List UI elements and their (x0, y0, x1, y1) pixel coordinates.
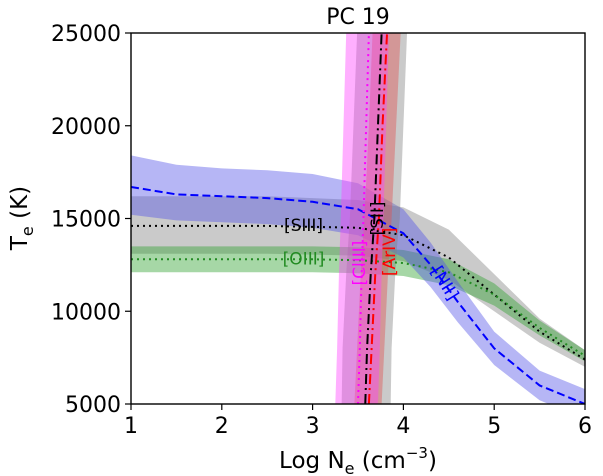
series-lines (131, 33, 585, 404)
y-tick-label: 10000 (51, 300, 121, 325)
line-nii (131, 185, 585, 404)
band-oiii (131, 246, 585, 362)
x-tick-label: 1 (124, 414, 138, 439)
x-tick-label: 6 (578, 414, 592, 439)
x-axis-ticks: 1 2 3 4 5 6 (124, 404, 592, 439)
label-ariv: [ArIV] (380, 228, 400, 277)
band-nii (131, 155, 585, 404)
label-sii: [SII] (368, 201, 388, 235)
line-cliii (357, 33, 370, 404)
x-tick-label: 5 (487, 414, 501, 439)
x-tick-label: 3 (306, 414, 320, 439)
y-tick-label: 5000 (65, 393, 121, 418)
y-axis-ticks: 5000 10000 15000 20000 25000 (51, 22, 131, 418)
label-siii: [SIII] (284, 216, 323, 236)
label-cliii: [ClIII] (350, 241, 370, 286)
y-tick-label: 20000 (51, 115, 121, 140)
y-axis-label: Te (K) (7, 186, 37, 251)
line-ariv (367, 33, 389, 404)
chart-title: PC 19 (326, 5, 390, 30)
line-sii (364, 33, 383, 404)
band-cliii (335, 33, 389, 404)
y-tick-label: 15000 (51, 208, 121, 233)
y-tick-label: 25000 (51, 22, 121, 47)
x-axis-label: Log Ne (cm−3) (279, 444, 437, 476)
label-oiii: [OIII] (283, 249, 325, 269)
band-ariv (354, 33, 401, 404)
x-tick-label: 2 (215, 414, 229, 439)
band-siii (131, 196, 585, 367)
uncertainty-bands (131, 33, 585, 404)
x-tick-label: 4 (396, 414, 410, 439)
